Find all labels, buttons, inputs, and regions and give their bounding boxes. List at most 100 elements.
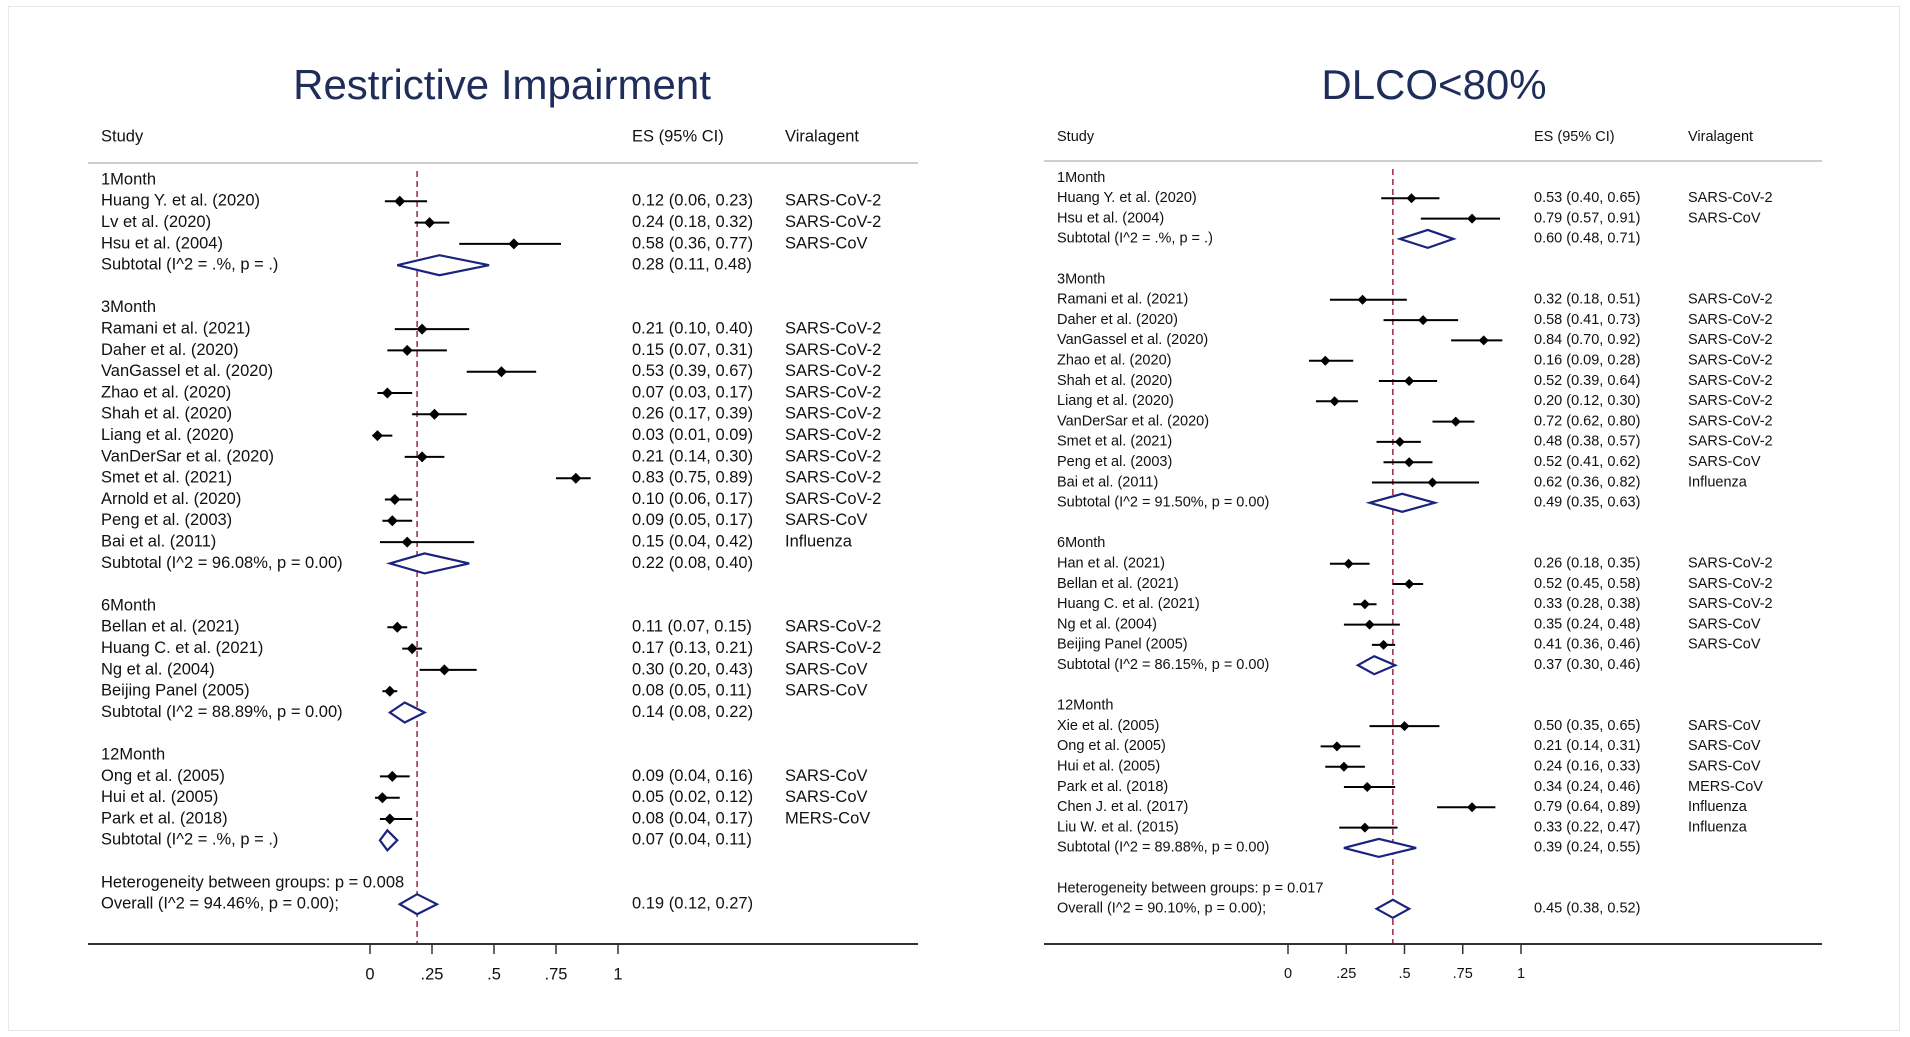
study-agent: MERS-CoV — [785, 809, 870, 827]
study-agent: Influenza — [1688, 819, 1748, 835]
subtotal-diamond — [1396, 228, 1457, 250]
subtotal-diamond — [387, 701, 428, 724]
study-es: 0.83 (0.75, 0.89) — [632, 469, 753, 487]
study-name: Shah et al. (2020) — [101, 405, 232, 423]
study-agent: SARS-CoV-2 — [1688, 190, 1773, 206]
overall-label: Overall (I^2 = 90.10%, p = 0.00); — [1057, 901, 1266, 917]
study-name: Shah et al. (2020) — [1057, 373, 1172, 389]
x-axis-tick-label: .75 — [545, 965, 568, 983]
study-es: 0.05 (0.02, 0.12) — [632, 788, 753, 806]
study-name: Hsu et al. (2004) — [1057, 210, 1164, 226]
subtotal-label: Subtotal (I^2 = 91.50%, p = 0.00) — [1057, 495, 1269, 511]
study-name: Liang et al. (2020) — [101, 426, 234, 444]
study-es: 0.10 (0.06, 0.17) — [632, 490, 753, 508]
study-es: 0.12 (0.06, 0.23) — [632, 192, 753, 210]
x-axis-tick-label: 1 — [1517, 966, 1525, 982]
study-agent: SARS-CoV-2 — [785, 490, 881, 508]
subtotal-diamond — [1343, 837, 1417, 859]
study-es: 0.33 (0.28, 0.38) — [1534, 596, 1640, 612]
study-agent: SARS-CoV — [1688, 637, 1761, 653]
subtotal-label: Subtotal (I^2 = .%, p = .) — [1057, 231, 1213, 247]
study-agent: SARS-CoV-2 — [785, 319, 881, 337]
study-name: Ramani et al. (2021) — [101, 319, 251, 337]
study-name: Huang C. et al. (2021) — [1057, 596, 1200, 612]
study-agent: SARS-CoV-2 — [1688, 312, 1773, 328]
study-point-marker — [386, 770, 398, 782]
study-agent: SARS-CoV-2 — [1688, 292, 1773, 308]
heterogeneity-label: Heterogeneity between groups: p = 0.008 — [101, 873, 404, 891]
study-point-marker — [416, 323, 428, 335]
forest-panel-2: DLCO<80% Study ES (95% CI) Viralagent 1Month… — [1044, 61, 1822, 982]
study-point-marker — [376, 792, 388, 804]
study-agent: SARS-CoV — [1688, 210, 1761, 226]
study-agent: SARS-CoV — [785, 788, 868, 806]
subtotal-label: Subtotal (I^2 = 96.08%, p = 0.00) — [101, 554, 343, 572]
study-agent: SARS-CoV — [785, 511, 868, 529]
study-agent: SARS-CoV-2 — [1688, 596, 1773, 612]
study-es: 0.41 (0.36, 0.46) — [1534, 637, 1640, 653]
study-agent: SARS-CoV-2 — [785, 447, 881, 465]
study-es: 0.58 (0.36, 0.77) — [632, 234, 753, 252]
study-point-marker — [1404, 376, 1415, 386]
study-es: 0.09 (0.04, 0.16) — [632, 767, 753, 785]
group-label: 12Month — [1057, 698, 1113, 714]
study-es: 0.24 (0.16, 0.33) — [1534, 759, 1640, 775]
study-agent: SARS-CoV — [785, 660, 868, 678]
study-es: 0.26 (0.17, 0.39) — [632, 405, 753, 423]
study-agent: SARS-CoV-2 — [785, 639, 881, 657]
study-name: Zhao et al. (2020) — [1057, 353, 1171, 369]
study-agent: SARS-CoV-2 — [1688, 373, 1773, 389]
study-agent: SARS-CoV-2 — [1688, 393, 1773, 409]
x-axis-tick-label: .25 — [421, 965, 444, 983]
overall-es: 0.45 (0.38, 0.52) — [1534, 901, 1640, 917]
forest-panel-1: Restrictive Impairment Study ES (95% CI) Vi… — [88, 61, 918, 983]
study-name: Ong et al. (2005) — [1057, 738, 1166, 754]
study-es: 0.33 (0.22, 0.47) — [1534, 819, 1640, 835]
study-agent: SARS-CoV-2 — [1688, 332, 1773, 348]
study-name: VanDerSar et al. (2020) — [1057, 413, 1209, 429]
study-agent: SARS-CoV — [785, 234, 868, 252]
study-point-marker — [1467, 213, 1478, 224]
header-es: ES (95% CI) — [1534, 129, 1615, 145]
group-label: 3Month — [101, 298, 156, 316]
header-study: Study — [1057, 129, 1095, 145]
study-point-marker — [428, 408, 440, 420]
study-point-marker — [1394, 436, 1405, 447]
study-es: 0.16 (0.09, 0.28) — [1534, 353, 1640, 369]
study-name: Peng et al. (2003) — [101, 511, 232, 529]
study-point-marker — [394, 195, 406, 207]
study-es: 0.72 (0.62, 0.80) — [1534, 413, 1640, 429]
study-point-marker — [1364, 619, 1375, 630]
study-name: Huang Y. et al. (2020) — [1057, 190, 1197, 206]
study-agent: SARS-CoV-2 — [1688, 353, 1773, 369]
study-es: 0.52 (0.41, 0.62) — [1534, 454, 1640, 470]
study-es: 0.79 (0.57, 0.91) — [1534, 210, 1640, 226]
study-agent: SARS-CoV-2 — [785, 426, 881, 444]
study-name: Liang et al. (2020) — [1057, 393, 1174, 409]
study-point-marker — [384, 685, 396, 697]
study-point-marker — [1320, 355, 1331, 366]
study-point-marker — [416, 451, 428, 463]
study-point-marker — [1329, 396, 1340, 407]
study-name: Chen J. et al. (2017) — [1057, 799, 1188, 815]
group-label: 1Month — [101, 170, 156, 188]
study-point-marker — [1378, 639, 1389, 650]
study-es: 0.07 (0.03, 0.17) — [632, 383, 753, 401]
study-point-marker — [391, 621, 403, 633]
study-name: VanDerSar et al. (2020) — [101, 447, 274, 465]
study-es: 0.62 (0.36, 0.82) — [1534, 474, 1640, 490]
x-axis-tick-label: 1 — [613, 965, 622, 983]
study-es: 0.26 (0.18, 0.35) — [1534, 556, 1640, 572]
study-name: Daher et al. (2020) — [101, 341, 239, 359]
subtotal-es: 0.60 (0.48, 0.71) — [1534, 231, 1640, 247]
study-agent: SARS-CoV-2 — [785, 213, 881, 231]
x-axis-tick-label: .25 — [1336, 966, 1356, 982]
study-es: 0.53 (0.40, 0.65) — [1534, 190, 1640, 206]
study-agent: SARS-CoV-2 — [785, 618, 881, 636]
study-name: Bai et al. (2011) — [101, 532, 216, 550]
study-name: VanGassel et al. (2020) — [1057, 332, 1208, 348]
study-name: Park et al. (2018) — [101, 809, 228, 827]
study-point-marker — [508, 238, 520, 250]
subtotal-diamond — [397, 254, 490, 277]
heterogeneity-label: Heterogeneity between groups: p = 0.017 — [1057, 880, 1323, 896]
